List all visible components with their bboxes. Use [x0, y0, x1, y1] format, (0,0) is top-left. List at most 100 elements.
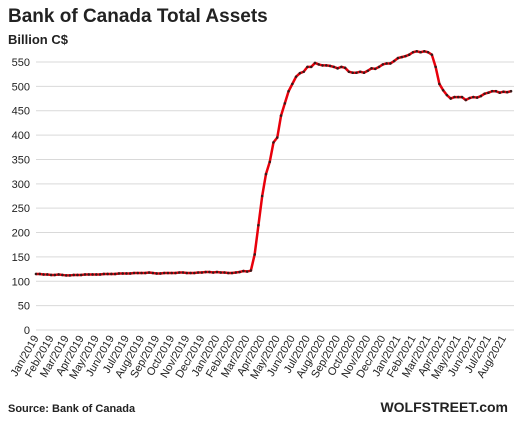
point [110, 272, 113, 276]
y-tick-label: 50 [18, 301, 30, 313]
point [91, 273, 94, 276]
point [479, 94, 483, 98]
source: Source: Bank of Canada [8, 403, 136, 415]
point [283, 102, 287, 105]
point [249, 269, 253, 272]
point [355, 71, 358, 75]
point [230, 271, 234, 275]
point [121, 272, 125, 275]
point [102, 272, 106, 276]
point [426, 50, 430, 54]
point [151, 271, 155, 275]
point [472, 95, 475, 99]
point [332, 65, 336, 69]
point [294, 75, 298, 78]
point [144, 271, 147, 275]
point [275, 136, 279, 139]
point [291, 82, 294, 86]
point [76, 273, 79, 277]
y-tick-label: 350 [12, 154, 30, 166]
y-tick-label: 500 [12, 81, 30, 93]
point [381, 63, 385, 66]
point [253, 253, 256, 256]
y-tick-label: 200 [12, 228, 30, 240]
point [475, 96, 479, 99]
point [336, 67, 339, 70]
point [57, 273, 60, 276]
point [140, 271, 143, 275]
point [434, 65, 437, 69]
point [147, 271, 151, 274]
y-tick-label: 550 [12, 57, 30, 69]
point [264, 172, 268, 176]
point [411, 50, 415, 54]
point [136, 271, 140, 275]
point [502, 90, 505, 94]
point [370, 67, 373, 70]
point [358, 70, 362, 74]
point [362, 71, 366, 75]
point [272, 141, 275, 144]
point [83, 273, 87, 276]
point [128, 272, 132, 275]
point [95, 273, 98, 276]
point [98, 273, 102, 276]
point [438, 82, 441, 86]
point [404, 54, 407, 58]
point [407, 53, 411, 56]
point [385, 62, 388, 65]
point [196, 271, 200, 274]
point [468, 96, 471, 100]
point [61, 273, 64, 277]
point [366, 69, 370, 73]
y-tick-label: 150 [12, 252, 30, 264]
point [453, 95, 456, 99]
point [166, 271, 170, 275]
y-tick-label: 250 [12, 203, 30, 215]
y-tick-label: 450 [12, 106, 30, 118]
point [396, 56, 400, 60]
point [257, 223, 260, 227]
point [347, 70, 351, 74]
point [38, 272, 42, 276]
point [117, 272, 121, 275]
point [430, 53, 434, 56]
point [226, 271, 230, 275]
point [72, 273, 75, 277]
point [200, 271, 204, 274]
point [460, 95, 464, 99]
point [177, 271, 181, 274]
point [87, 273, 91, 276]
point [238, 270, 241, 274]
point [441, 88, 445, 92]
point [245, 270, 249, 273]
point [49, 273, 53, 277]
point [211, 271, 215, 274]
point [34, 272, 38, 276]
point [42, 273, 45, 276]
point [313, 61, 317, 65]
point [445, 93, 449, 97]
point [321, 64, 324, 67]
point [400, 55, 403, 59]
point [79, 273, 83, 277]
point [377, 65, 381, 69]
point [215, 270, 219, 274]
point [174, 271, 177, 275]
point [260, 194, 264, 198]
point [490, 89, 494, 93]
point [505, 90, 509, 94]
point [46, 273, 49, 276]
point [309, 65, 313, 69]
point [415, 49, 419, 53]
point [64, 274, 68, 277]
point [509, 89, 513, 93]
point [223, 271, 226, 274]
point [106, 272, 109, 276]
point [419, 50, 422, 54]
point [68, 274, 72, 277]
point [328, 64, 332, 68]
point [113, 272, 117, 276]
point [351, 71, 354, 75]
